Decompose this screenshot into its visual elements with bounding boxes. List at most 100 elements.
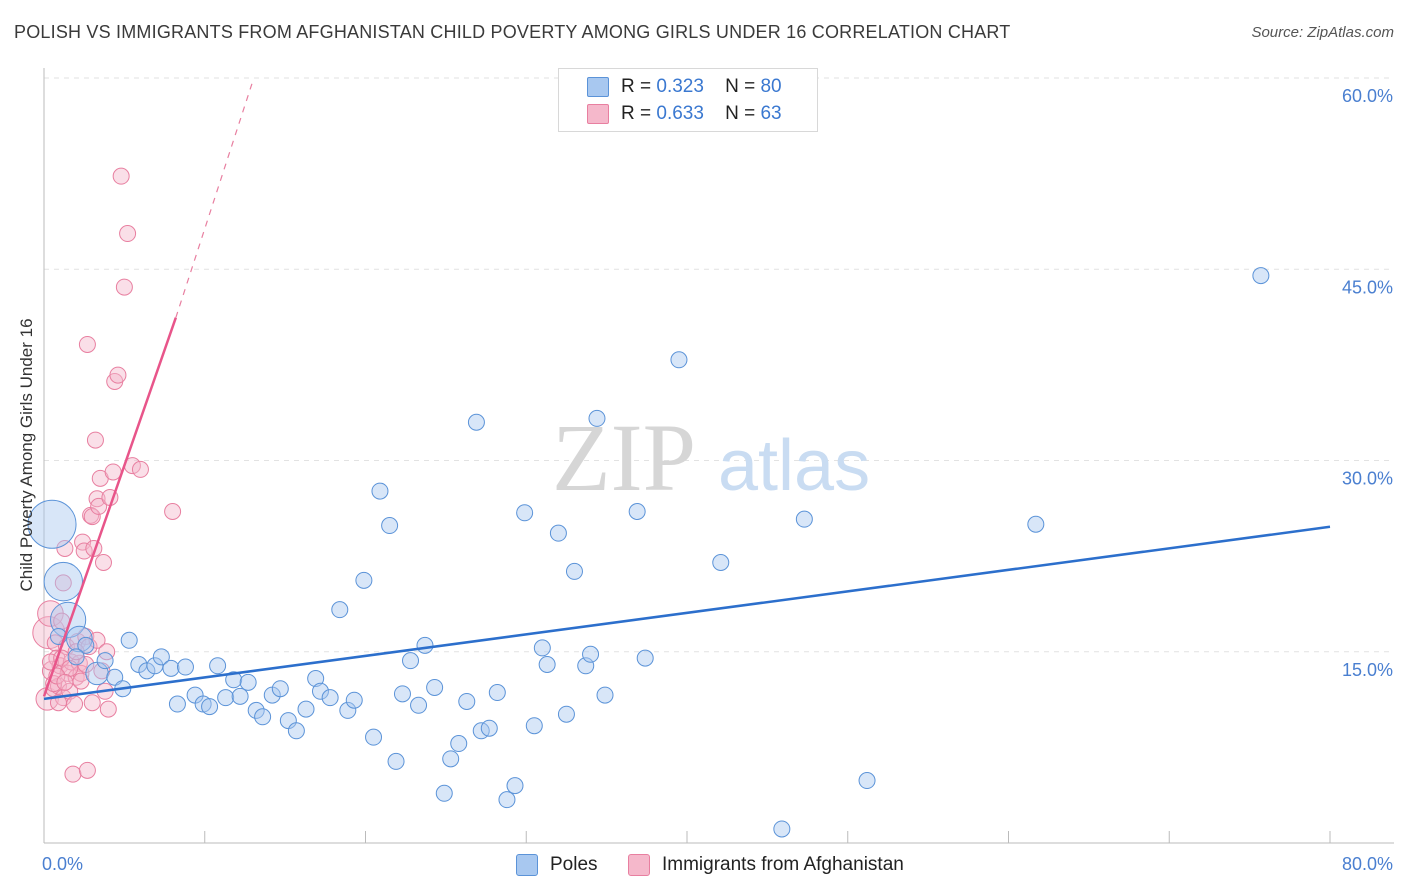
legend-row-afghan: R = 0.633 N = 63 — [587, 101, 782, 127]
poles-point — [387, 752, 405, 770]
poles-point — [231, 687, 249, 705]
poles-point — [525, 717, 543, 735]
afghan-swatch — [628, 854, 650, 876]
afghan-point — [56, 539, 74, 557]
poles-point — [488, 684, 506, 702]
afghan-point — [54, 574, 72, 592]
afghan-point — [78, 335, 96, 353]
poles-point — [565, 562, 583, 580]
legend-item-poles: Poles — [516, 852, 598, 878]
poles-point — [331, 601, 349, 619]
source-label: Source: ZipAtlas.com — [1251, 24, 1394, 41]
poles-point — [636, 649, 654, 667]
y-tick-label: 45.0% — [1342, 277, 1393, 297]
poles-point — [247, 701, 265, 719]
poles-point — [393, 685, 411, 703]
poles-point — [480, 719, 498, 737]
legend-n-label: N = — [725, 103, 756, 124]
y-tick-label: 30.0% — [1342, 469, 1393, 489]
poles-point — [271, 680, 289, 698]
poles-point — [795, 510, 813, 528]
poles-legend-label: Poles — [550, 854, 598, 875]
legend-r-value: 0.633 — [656, 103, 704, 124]
legend-r-label: R = — [621, 103, 652, 124]
afghan-point — [90, 497, 108, 515]
afghan-point — [164, 503, 182, 520]
afghan-point — [99, 700, 117, 718]
poles-point — [467, 413, 485, 431]
correlation-legend: R = 0.323 N = 80 R = 0.633 N = 63 — [558, 68, 818, 132]
watermark: ZIP atlas — [552, 404, 870, 511]
afghan-point — [83, 508, 101, 526]
poles-point — [416, 636, 434, 654]
legend-n-value: 63 — [760, 103, 782, 124]
afghan-point — [115, 278, 133, 296]
afghan-point — [75, 542, 93, 560]
poles-point — [176, 658, 194, 676]
axes — [43, 68, 1394, 844]
legend-n-value: 80 — [760, 76, 782, 97]
x-tick-label: 0.0% — [42, 854, 83, 874]
poles-point — [402, 652, 420, 670]
poles-point — [506, 777, 524, 795]
poles-point — [588, 409, 606, 427]
afghan-point — [78, 761, 96, 779]
poles-swatch — [587, 77, 609, 97]
poles-point — [458, 692, 476, 710]
watermark-zip: ZIP — [552, 404, 696, 511]
poles-point — [381, 517, 399, 535]
afghan-point — [94, 554, 112, 571]
poles-point — [355, 571, 373, 589]
tick-labels: 15.0% 30.0% 45.0% 60.0% 0.0% 80.0% — [42, 86, 1393, 874]
poles-point — [345, 691, 363, 709]
poles-point — [538, 656, 556, 673]
poles-point — [533, 639, 551, 657]
poles-point — [339, 701, 357, 719]
poles-point — [321, 689, 339, 707]
poles-point — [138, 662, 156, 680]
afghan-point — [88, 631, 106, 649]
legend-r-value: 0.323 — [656, 76, 704, 97]
poles-point — [162, 659, 180, 677]
poles-point — [27, 499, 77, 549]
poles-point — [1027, 515, 1045, 533]
poles-point — [254, 708, 272, 726]
poles-point — [549, 524, 567, 542]
poles-point — [670, 351, 688, 369]
poles-point — [311, 682, 329, 700]
chart-title: POLISH VS IMMIGRANTS FROM AFGHANISTAN CH… — [14, 22, 1011, 42]
afghan-point — [83, 694, 101, 712]
legend-row-poles: R = 0.323 N = 80 — [587, 74, 782, 100]
poles-point — [498, 791, 516, 809]
x-tick-label: 80.0% — [1342, 854, 1393, 874]
afghan-swatch — [587, 104, 609, 124]
legend-item-afghan: Immigrants from Afghanistan — [628, 852, 904, 878]
afghan-point — [98, 643, 116, 661]
poles-point — [442, 750, 460, 768]
poles-point — [582, 645, 600, 663]
watermark-atlas: atlas — [718, 426, 870, 506]
poles-point — [297, 700, 315, 718]
poles-point — [516, 504, 534, 522]
legend-r-label: R = — [621, 76, 652, 97]
trend-lines — [42, 80, 1331, 701]
afghan-point — [56, 673, 74, 691]
poles-point — [596, 686, 614, 704]
poles-point — [557, 705, 575, 723]
poles-point — [77, 636, 95, 654]
poles-point — [435, 784, 453, 802]
poles-point — [365, 728, 383, 746]
poles-point — [858, 772, 876, 790]
afghan-legend-label: Immigrants from Afghanistan — [662, 854, 904, 875]
poles-point — [96, 652, 114, 670]
afghan-trend-extension — [175, 80, 254, 318]
afghan-point — [66, 695, 84, 713]
afghan-point — [64, 765, 82, 783]
poles-point — [1252, 267, 1270, 285]
y-axis-label: Child Poverty Among Girls Under 16 — [17, 318, 36, 591]
poles-point — [168, 695, 186, 713]
poles-point — [773, 820, 791, 838]
poles-point — [217, 689, 235, 707]
afghan-point — [109, 366, 127, 384]
